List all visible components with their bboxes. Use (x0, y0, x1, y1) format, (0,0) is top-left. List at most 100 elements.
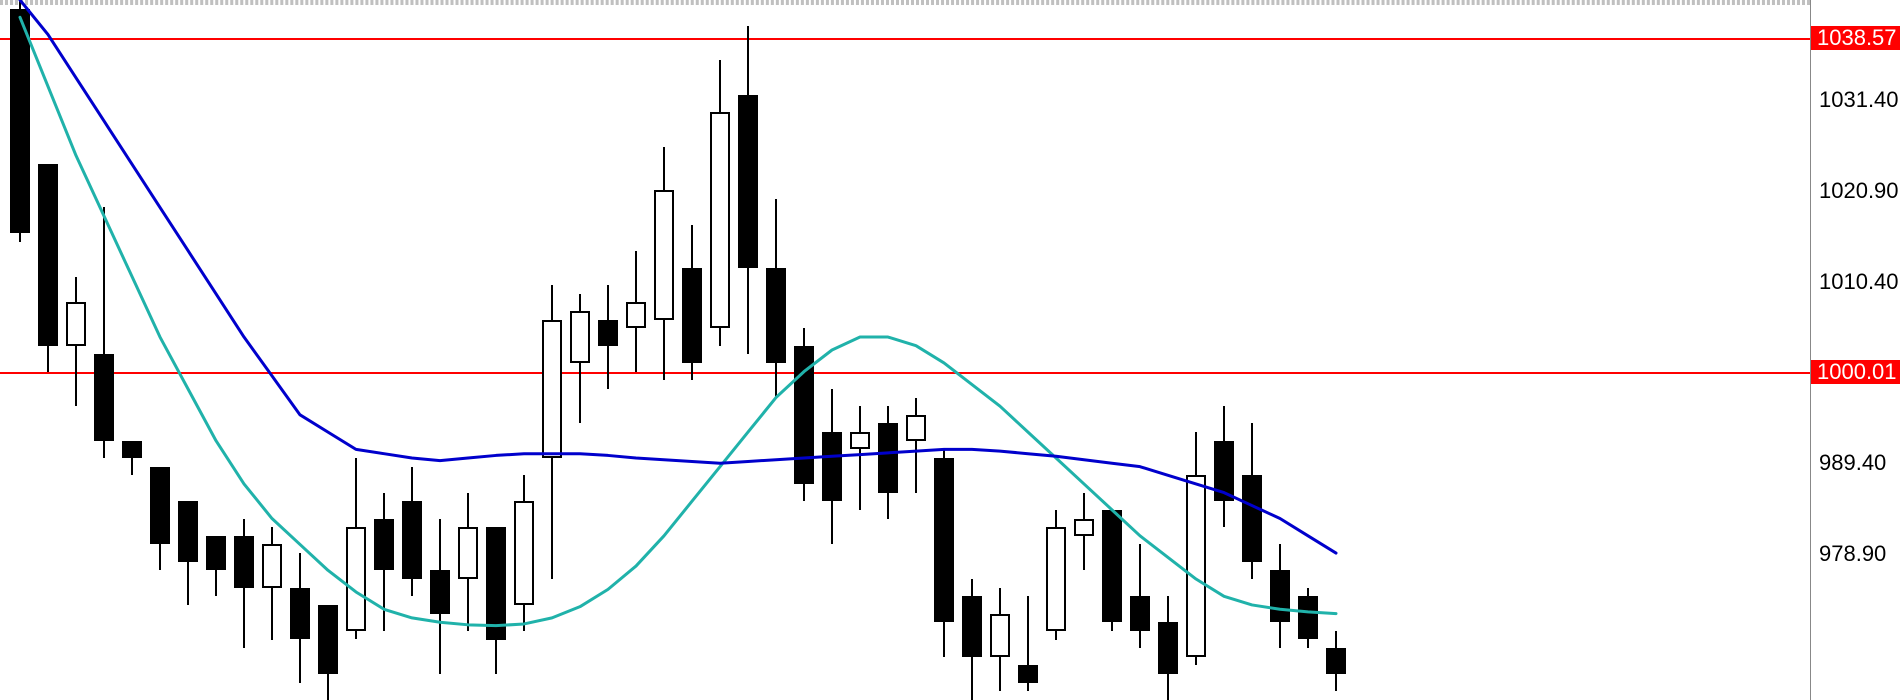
candle-body (206, 536, 226, 571)
candle-body (430, 570, 450, 613)
candle-body (626, 302, 646, 328)
candle[interactable] (402, 0, 422, 700)
axis-tick-label: 978.90 (1811, 542, 1900, 566)
candle[interactable] (318, 0, 338, 700)
candle-body (122, 441, 142, 458)
candle[interactable] (738, 0, 758, 700)
candle-body (1214, 441, 1234, 501)
candle[interactable] (374, 0, 394, 700)
candle[interactable] (1186, 0, 1206, 700)
candle[interactable] (1018, 0, 1038, 700)
candle-body (66, 302, 86, 345)
candle-body (598, 320, 618, 346)
candle[interactable] (1158, 0, 1178, 700)
candle-wick (859, 406, 861, 510)
candle[interactable] (430, 0, 450, 700)
candle[interactable] (1326, 0, 1346, 700)
candle[interactable] (878, 0, 898, 700)
candle[interactable] (262, 0, 282, 700)
candle[interactable] (934, 0, 954, 700)
candle-body (738, 95, 758, 268)
axis-tick-label: 1020.90 (1811, 179, 1900, 203)
candle-body (654, 190, 674, 320)
candle-body (318, 605, 338, 674)
candle[interactable] (654, 0, 674, 700)
price-line-tag: 1038.57 (1811, 26, 1900, 50)
candle[interactable] (906, 0, 926, 700)
candle[interactable] (766, 0, 786, 700)
candle[interactable] (38, 0, 58, 700)
candle-body (150, 467, 170, 545)
candle-body (990, 614, 1010, 657)
candle[interactable] (1242, 0, 1262, 700)
candle[interactable] (1130, 0, 1150, 700)
axis-tick-label: 989.40 (1811, 451, 1900, 475)
candle[interactable] (66, 0, 86, 700)
candle-body (38, 164, 58, 345)
candle-body (290, 588, 310, 640)
candle-body (1158, 622, 1178, 674)
candle-body (822, 432, 842, 501)
candle-body (962, 596, 982, 656)
candle-body (766, 268, 786, 363)
candle[interactable] (1046, 0, 1066, 700)
candle-body (262, 544, 282, 587)
candle[interactable] (990, 0, 1010, 700)
candle-body (234, 536, 254, 588)
candle[interactable] (1214, 0, 1234, 700)
candle-body (402, 501, 422, 579)
candle[interactable] (150, 0, 170, 700)
candle-body (542, 320, 562, 458)
candle-body (346, 527, 366, 631)
candle[interactable] (822, 0, 842, 700)
axis-tick-label: 1010.40 (1811, 270, 1900, 294)
candle[interactable] (514, 0, 534, 700)
candle[interactable] (206, 0, 226, 700)
plot-area[interactable] (0, 0, 1810, 700)
candle[interactable] (178, 0, 198, 700)
candle-body (1102, 510, 1122, 622)
candle-body (878, 423, 898, 492)
candle[interactable] (10, 0, 30, 700)
candle[interactable] (290, 0, 310, 700)
axis-tick-label: 1031.40 (1811, 88, 1900, 112)
candle[interactable] (1270, 0, 1290, 700)
candle[interactable] (234, 0, 254, 700)
candle-body (1186, 475, 1206, 656)
candle[interactable] (346, 0, 366, 700)
candle-body (682, 268, 702, 363)
candle[interactable] (94, 0, 114, 700)
candle[interactable] (794, 0, 814, 700)
candle-wick (915, 398, 917, 493)
candle-body (374, 519, 394, 571)
candle-body (794, 346, 814, 484)
candle-body (10, 9, 30, 234)
candle[interactable] (486, 0, 506, 700)
candle-body (1018, 665, 1038, 682)
candle[interactable] (1298, 0, 1318, 700)
price-line-tag: 1000.01 (1811, 360, 1900, 384)
candle-body (906, 415, 926, 441)
candle[interactable] (962, 0, 982, 700)
candle[interactable] (570, 0, 590, 700)
candle-body (94, 354, 114, 440)
candle[interactable] (626, 0, 646, 700)
candle[interactable] (458, 0, 478, 700)
candle-body (1242, 475, 1262, 561)
candle[interactable] (1074, 0, 1094, 700)
candle[interactable] (1102, 0, 1122, 700)
candlestick-chart[interactable]: 1031.40 1020.90 1010.40 989.40 978.90 1038.57… (0, 0, 1900, 700)
candle[interactable] (710, 0, 730, 700)
candle[interactable] (682, 0, 702, 700)
candle[interactable] (122, 0, 142, 700)
candle-body (514, 501, 534, 605)
candle-body (934, 458, 954, 622)
candle[interactable] (850, 0, 870, 700)
candle-body (1270, 570, 1290, 622)
candle-body (1298, 596, 1318, 639)
candle-body (1074, 519, 1094, 536)
candle-body (850, 432, 870, 449)
candle-body (486, 527, 506, 639)
candle[interactable] (598, 0, 618, 700)
candle[interactable] (542, 0, 562, 700)
